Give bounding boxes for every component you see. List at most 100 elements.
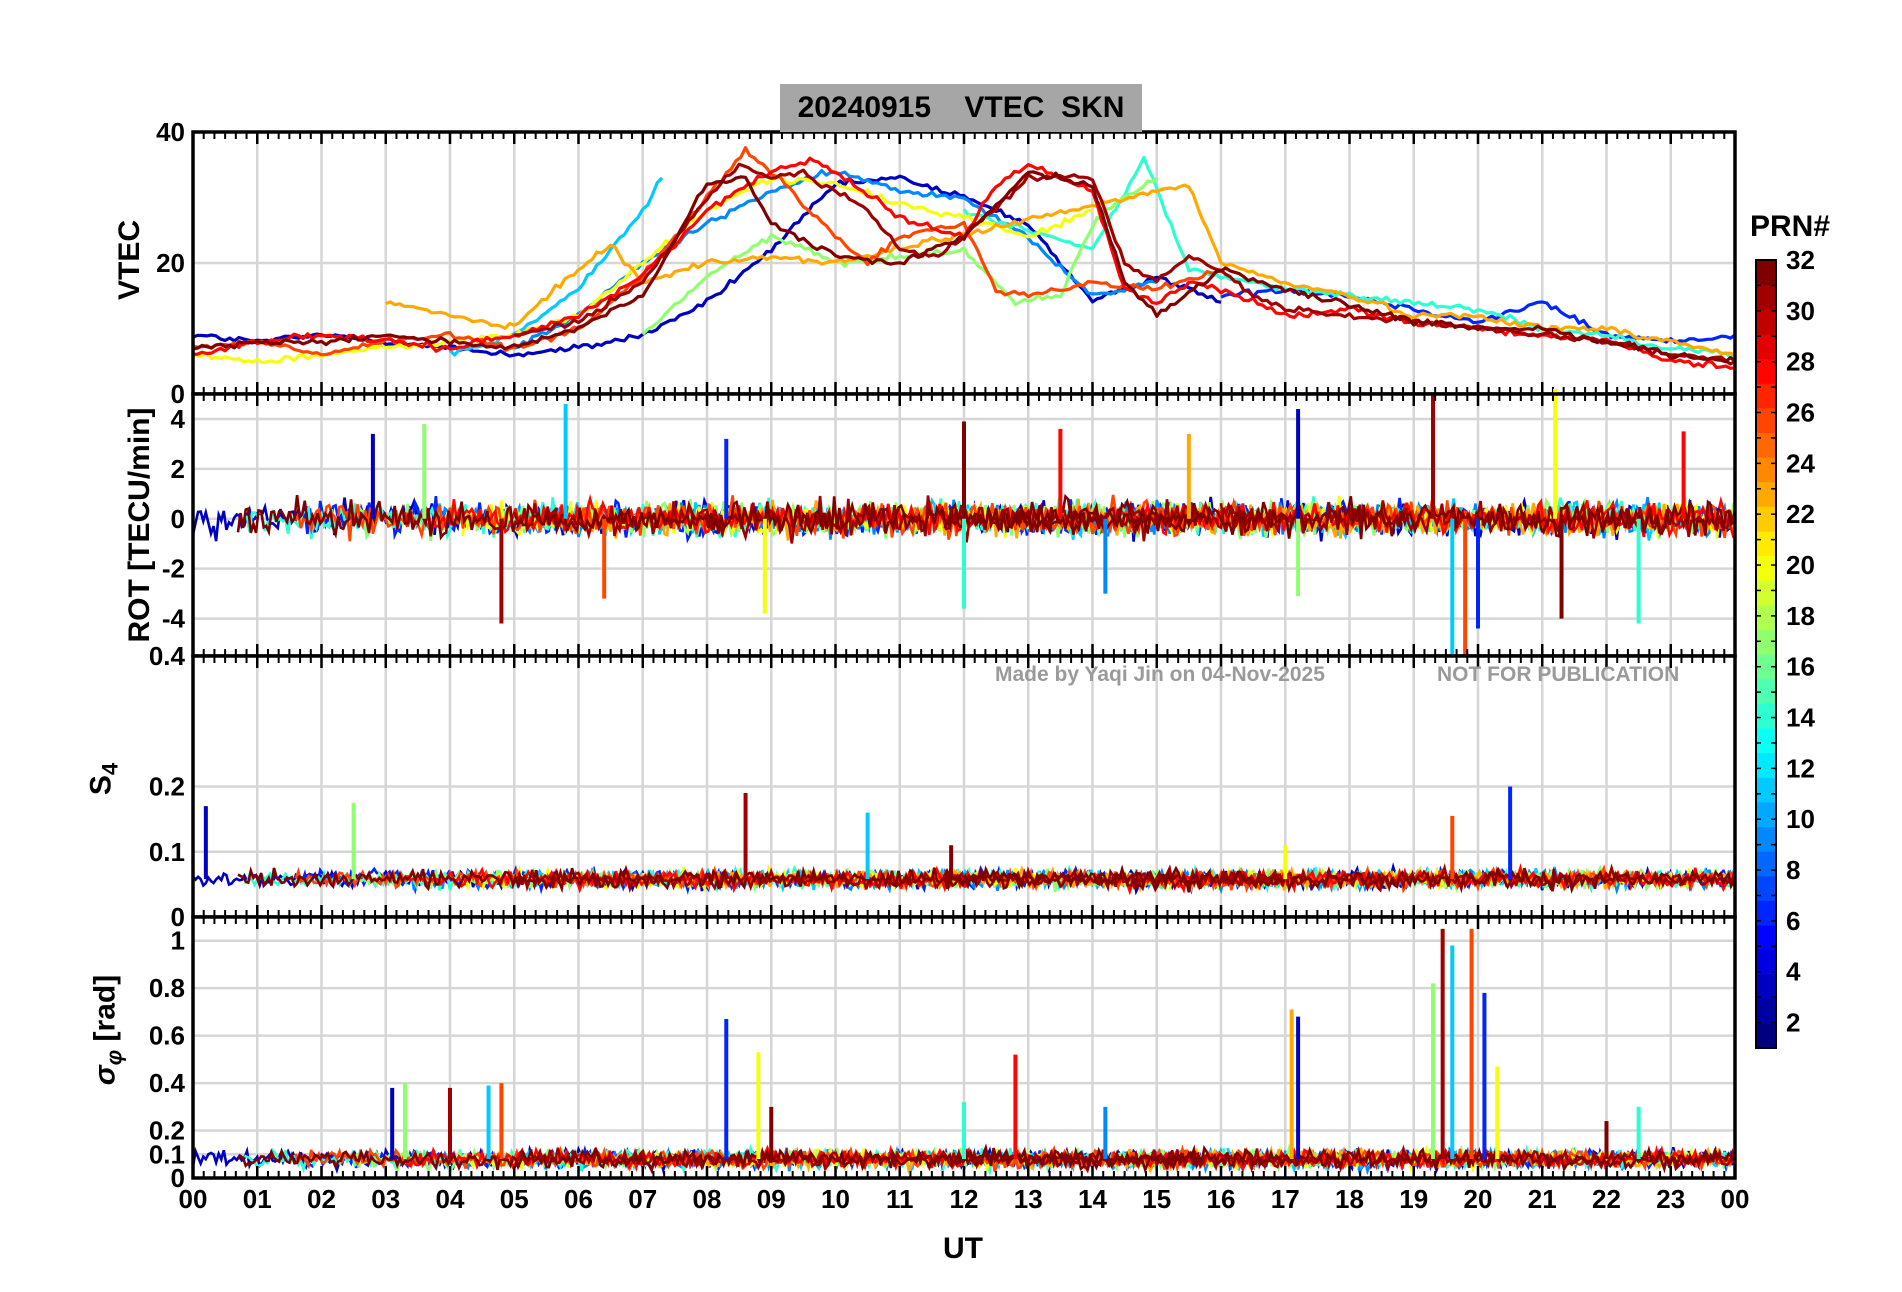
x-tick-label: 11 (886, 1184, 914, 1214)
colorbar-band (1756, 654, 1776, 680)
s4-ylabel: S4 (84, 762, 123, 796)
sigma_phi-series-prn31 (513, 1146, 1287, 1174)
y-tick-label: 0 (171, 504, 185, 534)
x-tick-label: 10 (821, 1184, 850, 1214)
x-tick-label: 09 (757, 1184, 786, 1214)
colorbar-tick-label: 14 (1786, 703, 1815, 733)
y-tick-label: -4 (162, 604, 186, 634)
panel-s4: 0 0.1 0.2 0.4 (149, 641, 1737, 932)
x-tick-label: 17 (1271, 1184, 1300, 1214)
axes-frame (191, 915, 1737, 1180)
x-tick-label: 06 (564, 1184, 593, 1214)
sigma_phi-series-prn32 (943, 1143, 1735, 1174)
colorbar-band (1756, 949, 1776, 975)
y-tick-label: 0.2 (149, 1116, 185, 1146)
colorbar-band (1756, 580, 1776, 606)
panel-rot: -4 -2 0 2 4 (162, 389, 1737, 658)
colorbar-band (1756, 1023, 1776, 1049)
y-tick-label: 0 (171, 1163, 185, 1193)
colorbar: 32 30 28 26 24 22 20 18 16 14 12 10 8 6 4 2 (1755, 245, 1815, 1049)
colorbar-band (1756, 875, 1776, 901)
sigma_phi-series-prn31 (1219, 1144, 1737, 1174)
x-tick-label: 12 (950, 1184, 979, 1214)
s4-series-prn32 (237, 864, 1203, 894)
colorbar-band (1756, 801, 1776, 827)
x-tick-label: 03 (371, 1184, 400, 1214)
y-tick-label: 1 (171, 926, 185, 956)
colorbar-tick-label: 30 (1786, 296, 1815, 326)
y-tick-label: 0 (171, 902, 185, 932)
colorbar-band (1756, 555, 1776, 581)
x-tick-label: 18 (1335, 1184, 1364, 1214)
colorbar-frame (1755, 259, 1777, 1049)
sigma-phi-ylabel: σφ [rad] (88, 974, 127, 1086)
colorbar-band (1756, 924, 1776, 951)
colorbar-band (1756, 333, 1776, 360)
y-tick-label: 0.4 (149, 641, 186, 671)
colorbar-band (1756, 383, 1776, 409)
colorbar-tick-label: 4 (1786, 957, 1801, 987)
sigma_phi-series-prn32 (236, 1144, 1203, 1175)
y-tick-label: 0.8 (149, 973, 185, 1003)
colorbar-band (1756, 703, 1776, 729)
colorbar-tick-label: 20 (1786, 550, 1815, 580)
colorbar-tick-label: 6 (1786, 906, 1800, 936)
colorbar-tick-label: 8 (1786, 855, 1800, 885)
x-tick-label: 07 (628, 1184, 657, 1214)
y-tick-label: 0.1 (149, 837, 185, 867)
colorbar-band (1756, 900, 1776, 926)
colorbar-tick-label: 18 (1786, 601, 1815, 631)
y-tick-label: -2 (162, 554, 185, 584)
x-tick-label: 02 (307, 1184, 336, 1214)
colorbar-band (1756, 407, 1776, 433)
colorbar-band (1756, 777, 1776, 803)
colorbar-title: PRN# (1750, 210, 1831, 243)
colorbar-tick-label: 12 (1786, 753, 1815, 783)
colorbar-band (1756, 309, 1776, 335)
colorbar-band (1756, 752, 1776, 778)
x-tick-label: 05 (500, 1184, 529, 1214)
vtec-ylabel: VTEC (113, 219, 146, 301)
vtec-series-prn14 (962, 155, 1736, 360)
y-tick-label: 0.4 (149, 1068, 186, 1098)
colorbar-tick-label: 26 (1786, 398, 1815, 428)
colorbar-band (1756, 506, 1776, 532)
colorbar-band (1756, 604, 1776, 630)
x-tick-label: 16 (1207, 1184, 1236, 1214)
colorbar-band (1756, 358, 1776, 384)
vtec-series-prn31 (514, 162, 1736, 366)
colorbar-band (1756, 457, 1776, 483)
vtec-series-prn32 (192, 170, 1737, 364)
colorbar-tick-label: 24 (1786, 448, 1815, 478)
y-tick-label: 20 (156, 248, 185, 278)
colorbar-band (1756, 727, 1776, 754)
colorbar-band (1756, 284, 1776, 310)
x-tick-label: 14 (1078, 1184, 1107, 1214)
y-tick-label: 2 (171, 454, 185, 484)
x-tick-label: 01 (243, 1184, 272, 1214)
colorbar-band (1756, 851, 1776, 877)
colorbar-tick-label: 16 (1786, 652, 1815, 682)
x-axis-label: UT (943, 1232, 983, 1265)
colorbar-band (1756, 629, 1776, 655)
vtec-series-prn20 (192, 176, 1093, 365)
colorbar-band (1756, 826, 1776, 852)
chart-title: 20240915 VTEC SKN (780, 84, 1142, 132)
x-tick-label: 13 (1014, 1184, 1043, 1214)
y-tick-label: 4 (171, 404, 186, 434)
x-tick-label: 21 (1528, 1184, 1557, 1214)
x-tick-label: 20 (1464, 1184, 1493, 1214)
rot-series-prn32 (236, 493, 1203, 541)
x-tick-label: 04 (436, 1184, 465, 1214)
y-tick-label: 0.2 (149, 772, 185, 802)
panel-vtec: 0 20 40 (156, 117, 1737, 409)
colorbar-tick-label: 10 (1786, 804, 1815, 834)
x-tick-label: 15 (1142, 1184, 1171, 1214)
x-tick-label: 08 (693, 1184, 722, 1214)
vtec-series-prn26 (192, 146, 1222, 357)
colorbar-band (1756, 974, 1776, 1000)
colorbar-band (1756, 260, 1776, 286)
rot-series-prn32 (943, 496, 1735, 540)
s4-series-prn32 (943, 865, 1735, 894)
